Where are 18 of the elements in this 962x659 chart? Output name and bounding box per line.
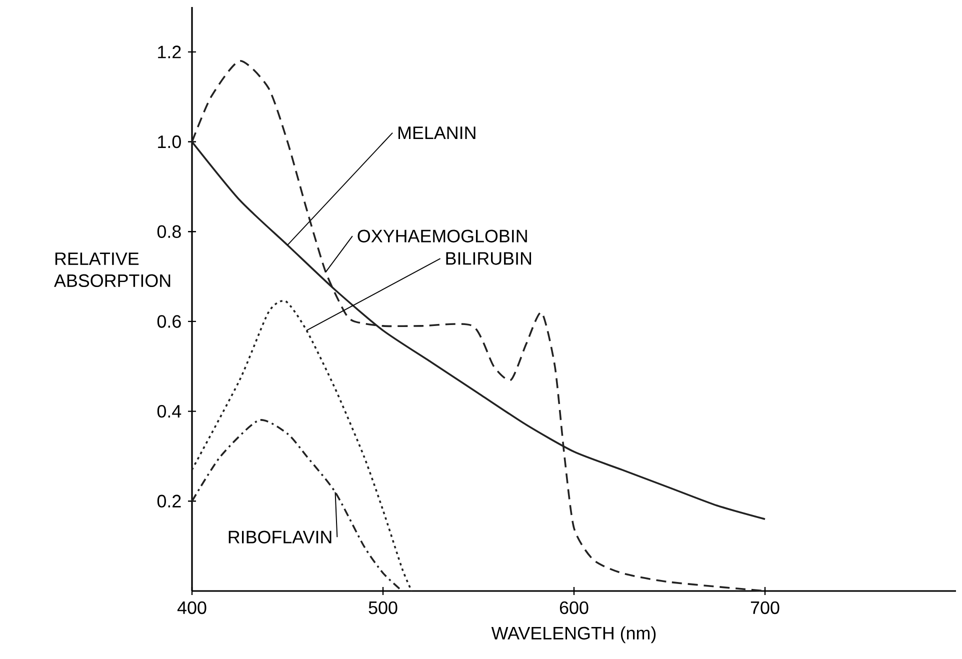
line-series (191, 300, 413, 592)
series-label: RIBOFLAVIN (228, 530, 332, 544)
y-tick-label: 1.0 (158, 135, 181, 148)
y-axis-title: RELATIVE ABSORPTION (54, 252, 170, 288)
y-tick-label: 0.2 (157, 494, 181, 508)
text: BILIRUBIN (446, 252, 532, 265)
line-series (191, 419, 403, 592)
y-tick-label: 0.8 (157, 225, 181, 238)
x-tick-label: 500 (368, 601, 398, 614)
y-tick-label: 1.2 (158, 46, 181, 58)
y-tick-label: 0.6 (157, 315, 181, 328)
x-axis-title: WAVELENGTH (nm) (491, 626, 656, 644)
x-tick-label: 700 (750, 601, 780, 614)
text: MELANIN (398, 126, 476, 139)
x-tick-label: 400 (177, 601, 206, 614)
y-tick-label: 0.4 (157, 404, 182, 418)
text: OXYHAEMOGLOBIN (358, 230, 527, 242)
x-tick-label: 600 (560, 601, 588, 614)
